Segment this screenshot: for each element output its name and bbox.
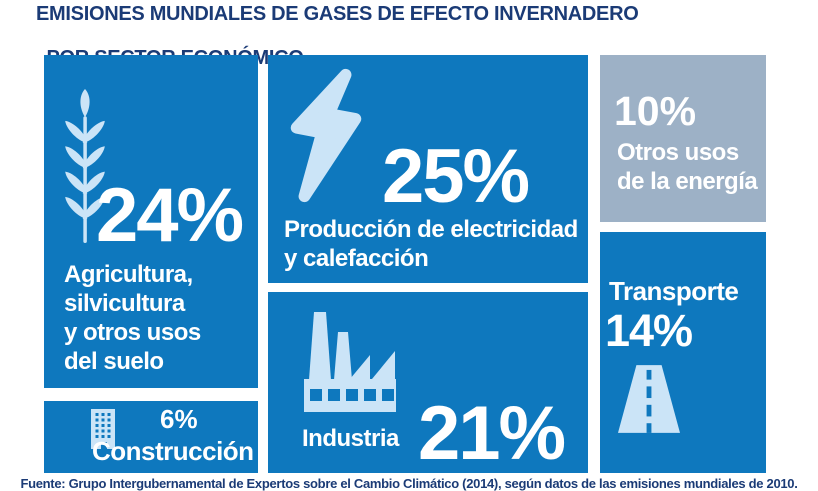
tile-electricity: 25% Producción de electricidad y calefac… [268,55,588,283]
transport-value: 14% [605,305,693,356]
transport-label: Transporte [609,276,739,306]
tile-construction: 6% Construcción [44,401,258,473]
source-note: Fuente: Grupo Intergubernamental de Expe… [20,476,798,491]
electricity-label: Producción de electricidad y calefacción [284,216,578,272]
construction-value: 6% [160,404,198,434]
other-energy-value: 10% [614,88,697,134]
lightning-icon [290,68,362,203]
page-title-line1: EMISIONES MUNDIALES DE GASES DE EFECTO I… [36,3,639,25]
building-icon [91,409,115,449]
road-icon [618,365,680,433]
agriculture-label: Agricultura, silvicultura y otros usos d… [64,261,201,375]
industry-value: 21% [418,391,566,476]
wheat-icon [65,89,105,244]
industry-label: Industria [302,425,399,452]
tile-transport: Transporte 14% [600,232,766,473]
agriculture-value: 24% [96,173,244,258]
other-energy-label: Otros usos de la energía [617,139,758,195]
tile-other-energy: 10% Otros usos de la energía [600,55,766,222]
tile-industry: Industria 21% [268,292,588,473]
tile-agriculture: 24% Agricultura, silvicultura y otros us… [44,55,258,388]
construction-label: Construcción [92,436,254,466]
electricity-value: 25% [382,134,530,219]
factory-icon [304,312,396,412]
